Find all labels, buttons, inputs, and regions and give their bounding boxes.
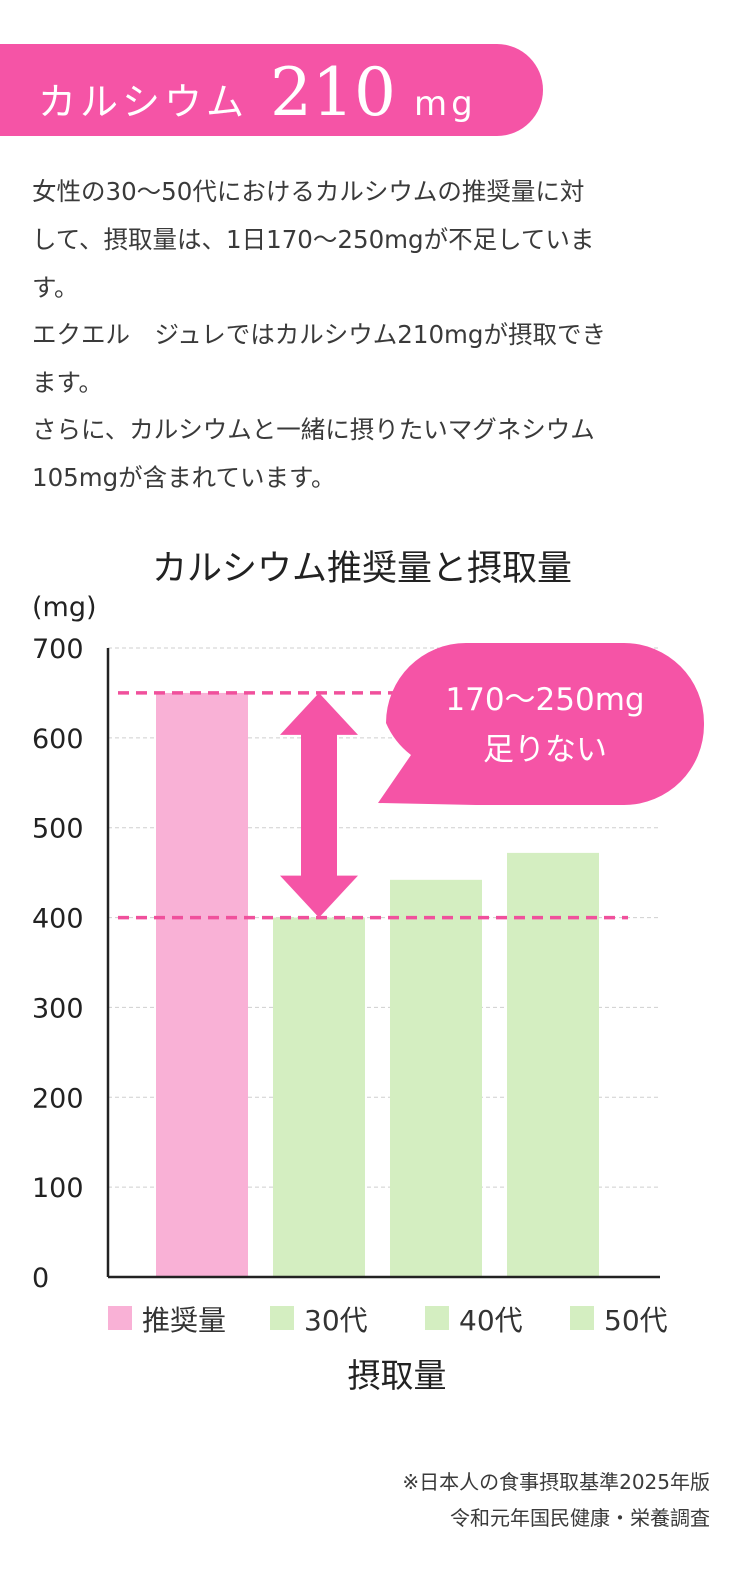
shortfall-callout: 170〜250mg 足りない xyxy=(378,643,704,805)
description-line: 女性の30〜50代におけるカルシウムの推奨量に対 xyxy=(32,177,585,206)
bar xyxy=(156,692,248,1277)
legend-swatch xyxy=(270,1306,294,1330)
source-line-1: ※日本人の食事摂取基準2025年版 xyxy=(402,1470,710,1494)
callout-bubble xyxy=(378,643,704,805)
y-tick-label: 200 xyxy=(32,1083,84,1114)
description-line: エクエル ジュレではカルシウム210mgが摂取でき xyxy=(32,320,606,349)
source-line-2: 令和元年国民健康・栄養調査 xyxy=(450,1506,710,1530)
legend-label: 40代 xyxy=(459,1304,523,1337)
calcium-chart: カルシウム推奨量と摂取量 (mg) 0 100 200 300 400 500 600 700… xyxy=(32,549,704,1395)
banner-amount: 210 xyxy=(270,54,396,131)
banner-unit: mg xyxy=(414,84,477,124)
y-tick-label: 600 xyxy=(32,724,84,755)
banner-label: カルシウム xyxy=(38,80,249,124)
bar xyxy=(507,852,599,1277)
callout-line-2: 足りない xyxy=(483,732,607,768)
axes xyxy=(106,648,660,1279)
legend: 推奨量 30代 40代 50代 xyxy=(108,1304,668,1337)
legend-swatch xyxy=(570,1306,594,1330)
description-line: す。 xyxy=(32,273,79,302)
shortfall-arrow xyxy=(280,692,358,918)
legend-swatch xyxy=(425,1306,449,1330)
y-tick-label: 500 xyxy=(32,814,84,845)
x-axis-label: 摂取量 xyxy=(348,1356,447,1395)
y-tick-label: 100 xyxy=(32,1173,84,1204)
y-tick-label: 0 xyxy=(32,1263,49,1294)
chart-title: カルシウム推奨量と摂取量 xyxy=(152,549,572,589)
description-line: して、摂取量は、1日170〜250mgが不足していま xyxy=(32,225,595,254)
bars xyxy=(156,692,599,1277)
description-line: ます。 xyxy=(32,368,104,397)
bar xyxy=(390,879,482,1277)
y-axis-ticks: 0 100 200 300 400 500 600 700 xyxy=(32,634,84,1294)
legend-label: 30代 xyxy=(304,1304,368,1337)
callout-line-1: 170〜250mg xyxy=(445,682,644,718)
description-line: さらに、カルシウムと一緒に摂りたいマグネシウム xyxy=(32,415,595,444)
legend-swatch xyxy=(108,1306,132,1330)
y-axis-unit: (mg) xyxy=(32,592,97,623)
legend-label: 推奨量 xyxy=(142,1304,226,1337)
legend-label: 50代 xyxy=(604,1304,668,1337)
y-tick-label: 400 xyxy=(32,904,84,935)
bar xyxy=(273,917,365,1277)
calcium-banner: カルシウム 210 mg xyxy=(0,44,543,136)
y-tick-label: 300 xyxy=(32,993,84,1024)
description-line: 105mgが含まれています。 xyxy=(32,463,336,492)
y-tick-label: 700 xyxy=(32,634,84,665)
